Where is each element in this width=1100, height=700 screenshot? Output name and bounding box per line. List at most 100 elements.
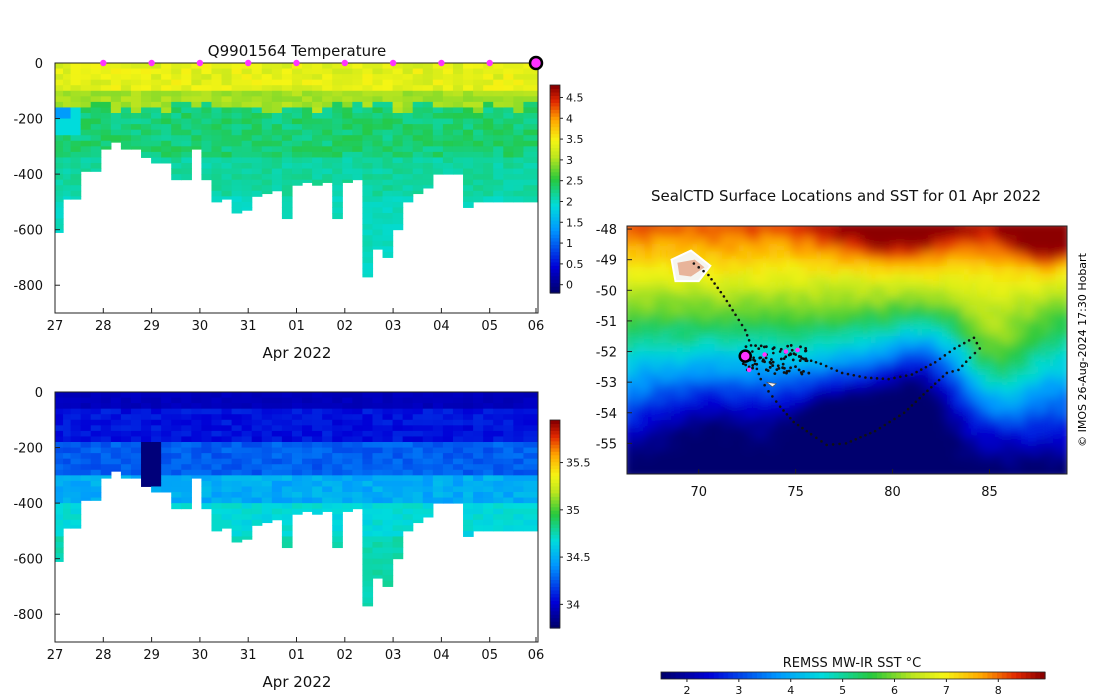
temperature-cell <box>362 224 374 231</box>
temperature-cell <box>221 68 233 75</box>
sst-cell <box>939 441 948 451</box>
sst-cell <box>644 319 654 329</box>
sst-cell <box>915 342 925 351</box>
salinity-cell <box>372 525 384 532</box>
sst-cell <box>900 342 910 351</box>
sst-cell <box>675 418 685 428</box>
sst-cell <box>644 242 654 252</box>
salinity-cell <box>291 397 303 404</box>
sst-cell <box>636 281 646 290</box>
salinity-xlabel: Apr 2022 <box>263 673 332 691</box>
salinity-cell <box>120 469 132 476</box>
temperature-cell <box>231 68 243 75</box>
temperature-cell <box>55 157 64 164</box>
colorbar-segment <box>805 672 811 679</box>
salinity-cell <box>442 469 454 476</box>
salinity-cell <box>392 503 404 510</box>
temperature-cell <box>63 174 72 181</box>
sst-cell <box>900 372 910 382</box>
sst-cell <box>822 273 832 283</box>
temperature-cell <box>312 124 323 131</box>
sst-cell <box>745 288 754 298</box>
sst-cell <box>698 235 708 244</box>
sst-cell <box>815 457 824 466</box>
salinity-cell <box>55 403 64 410</box>
sst-cell <box>908 388 917 397</box>
colorbar-segment <box>757 672 763 679</box>
sst-cell <box>838 464 848 474</box>
salinity-cell <box>201 453 213 460</box>
salinity-cell <box>412 414 424 421</box>
sst-cell <box>706 380 716 390</box>
sst-cell <box>791 411 801 420</box>
salinity-cell <box>261 414 273 421</box>
track-point <box>801 426 804 430</box>
temperature-cell <box>161 79 172 86</box>
temperature-cell <box>271 96 283 103</box>
temperature-cell <box>120 135 132 142</box>
current-profile-marker <box>528 55 544 71</box>
salinity-cell <box>422 397 434 404</box>
temperature-cell <box>463 168 474 175</box>
salinity-cell <box>80 414 92 421</box>
colorbar-segment <box>905 672 912 679</box>
sst-cell <box>791 334 801 344</box>
temperature-cell <box>452 96 464 103</box>
colorbar-segment <box>550 461 560 466</box>
temperature-cell <box>80 113 92 120</box>
temperature-cell <box>392 79 404 86</box>
sst-cell <box>644 395 654 405</box>
temperature-cell <box>432 157 444 164</box>
temperature-cell <box>362 63 374 70</box>
sst-cell <box>644 288 654 298</box>
map-y-tick-label: -55 <box>596 437 617 452</box>
sst-cell <box>675 434 685 443</box>
sst-cell <box>939 411 948 420</box>
salinity-cell <box>513 397 525 404</box>
temperature-cell <box>493 90 504 97</box>
salinity-cell <box>120 475 132 479</box>
sst-cell <box>644 411 654 420</box>
sst-cell <box>1024 258 1034 267</box>
sst-cell <box>985 395 995 405</box>
sst-cell <box>683 380 692 390</box>
temperature-cell <box>312 85 323 92</box>
salinity-cell <box>100 458 112 465</box>
colorbar-segment <box>910 672 916 679</box>
temperature-cell <box>211 107 223 114</box>
sst-cell <box>721 372 731 382</box>
temperature-cell <box>442 90 454 97</box>
sst-cell <box>915 380 925 390</box>
temperature-cell <box>291 101 303 108</box>
temperature-field <box>55 63 538 278</box>
salinity-cell <box>352 492 364 499</box>
temperature-cell <box>141 107 152 114</box>
temperature-cell <box>63 96 72 103</box>
salinity-cell <box>302 508 313 512</box>
salinity-cell <box>221 397 233 404</box>
sst-cell <box>628 365 638 374</box>
salinity-cell <box>312 397 323 404</box>
temperature-cell <box>55 107 64 114</box>
sst-cell <box>628 311 638 321</box>
salinity-cell <box>161 436 172 443</box>
salinity-cell <box>161 486 172 493</box>
sst-cell <box>760 235 770 244</box>
temperature-cell <box>352 68 364 75</box>
temperature-cell <box>402 90 414 97</box>
sst-cell <box>721 304 731 313</box>
temperature-cell <box>201 168 213 175</box>
sst-cell <box>993 304 1003 313</box>
colorbar-segment <box>829 672 835 679</box>
colorbar-segment <box>550 237 560 242</box>
temperature-cell <box>412 85 424 92</box>
salinity-cell <box>402 486 414 493</box>
temperature-cell <box>412 74 424 81</box>
sst-cell <box>1001 380 1010 390</box>
salinity-cell <box>302 430 313 437</box>
sst-cell <box>822 250 832 260</box>
sst-cell <box>877 273 886 283</box>
salinity-cell <box>281 508 293 515</box>
sst-cell <box>714 464 723 474</box>
sst-cell <box>745 319 754 329</box>
